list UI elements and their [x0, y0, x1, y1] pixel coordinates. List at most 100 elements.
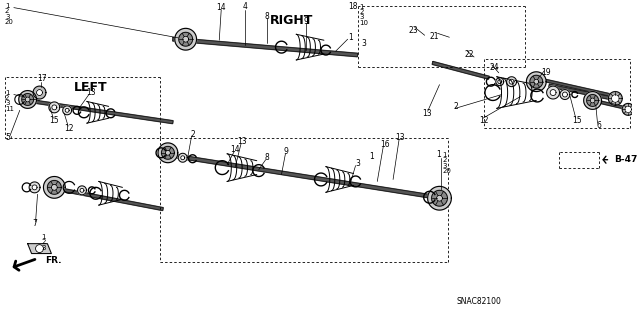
- Text: 16: 16: [380, 140, 390, 149]
- Polygon shape: [496, 78, 504, 85]
- Text: 1: 1: [348, 33, 353, 42]
- Polygon shape: [509, 79, 514, 84]
- Text: 1: 1: [42, 234, 46, 240]
- Polygon shape: [601, 101, 627, 109]
- Text: 13: 13: [422, 109, 431, 118]
- Polygon shape: [44, 176, 65, 198]
- Polygon shape: [175, 28, 196, 50]
- Text: 13: 13: [395, 133, 405, 143]
- Polygon shape: [609, 92, 622, 105]
- Text: 3: 3: [361, 39, 366, 48]
- Polygon shape: [28, 244, 51, 254]
- Polygon shape: [29, 182, 40, 193]
- Text: 3: 3: [360, 14, 364, 20]
- Text: 14: 14: [216, 3, 226, 12]
- Polygon shape: [498, 80, 502, 84]
- Text: 7: 7: [32, 219, 37, 228]
- Text: 11: 11: [5, 106, 14, 112]
- Text: 12: 12: [65, 123, 74, 133]
- Polygon shape: [507, 77, 516, 87]
- Text: 3: 3: [42, 245, 46, 251]
- Text: 8: 8: [264, 12, 269, 21]
- Polygon shape: [25, 97, 30, 102]
- Polygon shape: [431, 190, 447, 206]
- Polygon shape: [611, 95, 619, 102]
- Text: 1: 1: [360, 4, 364, 10]
- Text: RIGHT: RIGHT: [269, 14, 313, 27]
- Text: 3: 3: [5, 100, 10, 107]
- Polygon shape: [432, 62, 489, 79]
- Polygon shape: [77, 186, 86, 195]
- Text: 14: 14: [230, 145, 240, 154]
- Polygon shape: [550, 90, 556, 95]
- Polygon shape: [36, 90, 42, 95]
- Text: 8: 8: [264, 153, 269, 162]
- Polygon shape: [19, 91, 36, 108]
- Polygon shape: [563, 92, 568, 97]
- Text: 2: 2: [5, 95, 10, 101]
- Polygon shape: [549, 84, 612, 100]
- Text: 9: 9: [284, 147, 289, 156]
- Text: 1: 1: [442, 152, 447, 158]
- Polygon shape: [625, 106, 632, 113]
- Text: 10: 10: [360, 20, 369, 26]
- Text: 2: 2: [442, 157, 447, 163]
- Polygon shape: [584, 92, 602, 109]
- Polygon shape: [63, 106, 72, 115]
- Polygon shape: [51, 184, 58, 190]
- Text: LEFT: LEFT: [74, 81, 108, 94]
- Text: 15: 15: [49, 116, 59, 125]
- Polygon shape: [22, 93, 33, 105]
- Polygon shape: [161, 146, 174, 159]
- Polygon shape: [80, 188, 84, 192]
- Polygon shape: [587, 94, 598, 106]
- Text: 1: 1: [436, 150, 440, 159]
- Polygon shape: [179, 153, 187, 162]
- Text: 1: 1: [369, 152, 374, 161]
- Text: 20: 20: [442, 168, 451, 174]
- Polygon shape: [560, 90, 570, 100]
- Text: 23: 23: [408, 26, 418, 35]
- Polygon shape: [428, 186, 451, 210]
- Polygon shape: [49, 186, 163, 211]
- Polygon shape: [436, 195, 442, 201]
- Polygon shape: [165, 150, 170, 155]
- Polygon shape: [20, 98, 173, 124]
- Polygon shape: [65, 108, 69, 112]
- Polygon shape: [49, 102, 60, 113]
- Text: 2: 2: [5, 8, 10, 14]
- Text: 3: 3: [442, 163, 447, 169]
- Text: 12: 12: [479, 116, 489, 125]
- Text: FR.: FR.: [45, 256, 62, 265]
- Text: 1: 1: [5, 90, 10, 96]
- Polygon shape: [530, 75, 543, 88]
- Polygon shape: [527, 72, 546, 92]
- Polygon shape: [158, 143, 178, 163]
- Polygon shape: [590, 98, 595, 103]
- Polygon shape: [547, 86, 559, 99]
- Text: 6: 6: [596, 121, 601, 130]
- Polygon shape: [47, 181, 61, 194]
- Text: 15: 15: [572, 116, 582, 125]
- Text: B-47: B-47: [614, 155, 637, 164]
- Text: 2: 2: [360, 9, 364, 15]
- Polygon shape: [180, 156, 185, 160]
- Polygon shape: [32, 185, 37, 190]
- Text: 19: 19: [541, 68, 551, 77]
- Text: 13: 13: [86, 88, 95, 97]
- Text: 5: 5: [5, 132, 10, 142]
- Text: 3: 3: [355, 159, 360, 168]
- Polygon shape: [173, 38, 358, 57]
- Text: 21: 21: [430, 32, 439, 41]
- Polygon shape: [161, 152, 449, 201]
- Text: 17: 17: [38, 74, 47, 83]
- Text: 2: 2: [190, 130, 195, 138]
- Text: 2: 2: [42, 239, 46, 245]
- Polygon shape: [182, 36, 189, 42]
- Text: 18: 18: [348, 2, 358, 11]
- Polygon shape: [52, 105, 57, 110]
- Text: 20: 20: [5, 19, 14, 25]
- Polygon shape: [179, 32, 193, 46]
- Text: 4: 4: [243, 2, 248, 11]
- Text: SNAC82100: SNAC82100: [456, 297, 501, 307]
